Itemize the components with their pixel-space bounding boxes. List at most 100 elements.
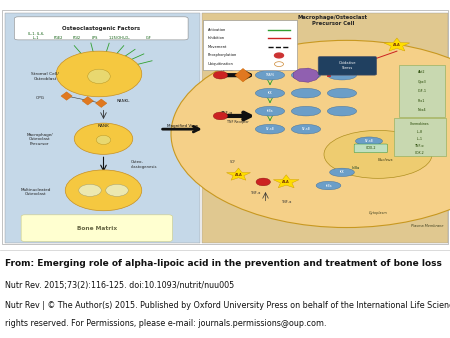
- FancyBboxPatch shape: [2, 10, 448, 244]
- Text: Osteoclastogenic Factors: Osteoclastogenic Factors: [62, 26, 140, 31]
- Text: From: Emerging role of alpha-lipoic acid in the prevention and treatment of bone: From: Emerging role of alpha-lipoic acid…: [5, 259, 442, 268]
- FancyBboxPatch shape: [202, 13, 448, 243]
- Text: Prx1: Prx1: [418, 99, 425, 103]
- Polygon shape: [226, 168, 251, 180]
- FancyBboxPatch shape: [399, 65, 445, 117]
- Text: Movement: Movement: [208, 45, 227, 49]
- Ellipse shape: [292, 124, 320, 134]
- Text: COX-2: COX-2: [365, 146, 376, 150]
- FancyBboxPatch shape: [318, 56, 377, 75]
- Ellipse shape: [328, 88, 356, 98]
- Text: ALA: ALA: [234, 173, 243, 177]
- FancyBboxPatch shape: [14, 17, 188, 40]
- Text: Chemokines: Chemokines: [410, 122, 429, 126]
- Text: Activation: Activation: [208, 28, 226, 31]
- Polygon shape: [235, 68, 251, 82]
- Ellipse shape: [256, 88, 284, 98]
- Text: SCF: SCF: [230, 160, 236, 164]
- Text: 1,25(OH)₂D₃: 1,25(OH)₂D₃: [108, 36, 130, 40]
- FancyBboxPatch shape: [394, 118, 446, 156]
- Text: Nucleus: Nucleus: [378, 158, 394, 162]
- Text: Phosphorylation: Phosphorylation: [208, 53, 237, 57]
- Circle shape: [171, 40, 450, 227]
- Text: IL-8: IL-8: [416, 129, 423, 134]
- Text: Inhibition: Inhibition: [208, 36, 225, 40]
- Text: Bone Matrix: Bone Matrix: [76, 226, 117, 231]
- Polygon shape: [293, 68, 320, 82]
- Text: Nutr Rev | © The Author(s) 2015. Published by Oxford University Press on behalf : Nutr Rev | © The Author(s) 2015. Publish…: [5, 300, 450, 310]
- Polygon shape: [82, 97, 94, 105]
- Text: Stromal Cell/
Osteoblast: Stromal Cell/ Osteoblast: [31, 72, 59, 81]
- Ellipse shape: [324, 130, 432, 178]
- Text: Akt2: Akt2: [418, 70, 425, 74]
- Polygon shape: [384, 38, 410, 51]
- Polygon shape: [61, 92, 72, 100]
- Text: IL-1, IL-6,
IL-1: IL-1, IL-6, IL-1: [28, 32, 44, 40]
- Ellipse shape: [292, 70, 320, 80]
- Text: COX-2: COX-2: [414, 151, 424, 155]
- Text: Nox4: Nox4: [417, 108, 426, 113]
- Text: RANK: RANK: [98, 124, 109, 127]
- Text: Macrophage/
Osteoclast
Precursor: Macrophage/ Osteoclast Precursor: [26, 132, 53, 146]
- Text: IGF-1: IGF-1: [417, 89, 426, 93]
- Text: IL-1: IL-1: [416, 137, 423, 141]
- Text: Plasma Membrane: Plasma Membrane: [411, 224, 444, 228]
- Circle shape: [56, 51, 142, 97]
- Text: RANKL: RANKL: [220, 68, 234, 72]
- Text: IGF: IGF: [146, 36, 151, 40]
- Text: ALA: ALA: [393, 43, 401, 47]
- Text: NF-κB: NF-κB: [364, 139, 373, 143]
- Text: Magnified View: Magnified View: [166, 124, 198, 127]
- Ellipse shape: [292, 106, 320, 116]
- Text: TRAF6: TRAF6: [266, 73, 274, 77]
- Text: Ubiquitination: Ubiquitination: [208, 62, 234, 66]
- Text: TNF-α: TNF-α: [220, 111, 233, 115]
- Polygon shape: [273, 175, 299, 188]
- Text: Nutr Rev. 2015;73(2):116-125. doi:10.1093/nutrit/nuu005: Nutr Rev. 2015;73(2):116-125. doi:10.109…: [5, 281, 234, 290]
- Circle shape: [213, 71, 228, 79]
- Circle shape: [74, 123, 133, 154]
- Ellipse shape: [256, 124, 284, 134]
- Polygon shape: [95, 99, 107, 107]
- Text: NF-κB: NF-κB: [302, 127, 310, 131]
- Ellipse shape: [256, 106, 284, 116]
- Ellipse shape: [328, 106, 356, 116]
- Circle shape: [274, 53, 284, 58]
- Text: TNF-α: TNF-α: [414, 144, 424, 148]
- Circle shape: [106, 184, 128, 196]
- Text: IKK: IKK: [268, 91, 272, 95]
- Text: TNF-α: TNF-α: [251, 191, 261, 195]
- Text: ALA: ALA: [282, 180, 290, 184]
- Text: TNF Receptor: TNF Receptor: [227, 120, 248, 124]
- Text: RANKL: RANKL: [117, 99, 130, 103]
- FancyBboxPatch shape: [354, 144, 387, 153]
- Text: Multinucleated
Osteoclast: Multinucleated Osteoclast: [21, 188, 51, 196]
- Text: LPS: LPS: [91, 36, 98, 40]
- FancyBboxPatch shape: [21, 215, 172, 241]
- Text: IKK: IKK: [340, 170, 344, 174]
- FancyBboxPatch shape: [202, 20, 297, 70]
- Ellipse shape: [328, 70, 356, 80]
- Ellipse shape: [292, 88, 320, 98]
- Circle shape: [256, 178, 270, 186]
- FancyBboxPatch shape: [4, 13, 200, 243]
- Text: rights reserved. For Permissions, please e-mail: journals.permissions@oup.com.: rights reserved. For Permissions, please…: [5, 319, 327, 328]
- Text: TNF-α: TNF-α: [281, 200, 291, 204]
- Ellipse shape: [88, 69, 110, 83]
- Text: Gpx3: Gpx3: [417, 80, 426, 83]
- Circle shape: [79, 184, 101, 196]
- Ellipse shape: [356, 137, 382, 145]
- Text: OPG: OPG: [36, 96, 45, 100]
- Text: Oxidative
Stress: Oxidative Stress: [339, 62, 356, 70]
- Text: IκBa: IκBa: [267, 109, 273, 113]
- Ellipse shape: [329, 168, 355, 176]
- Text: PGI2: PGI2: [72, 36, 81, 40]
- Circle shape: [213, 112, 228, 120]
- Ellipse shape: [316, 182, 341, 190]
- Text: IκBa: IκBa: [325, 184, 332, 188]
- Text: Macrophage/Osteoclast
Precursor Cell: Macrophage/Osteoclast Precursor Cell: [298, 15, 368, 26]
- Text: NF-κB: NF-κB: [266, 127, 274, 131]
- Ellipse shape: [256, 70, 284, 80]
- Text: Cytoplasm: Cytoplasm: [369, 211, 387, 215]
- Text: PGE2: PGE2: [54, 36, 63, 40]
